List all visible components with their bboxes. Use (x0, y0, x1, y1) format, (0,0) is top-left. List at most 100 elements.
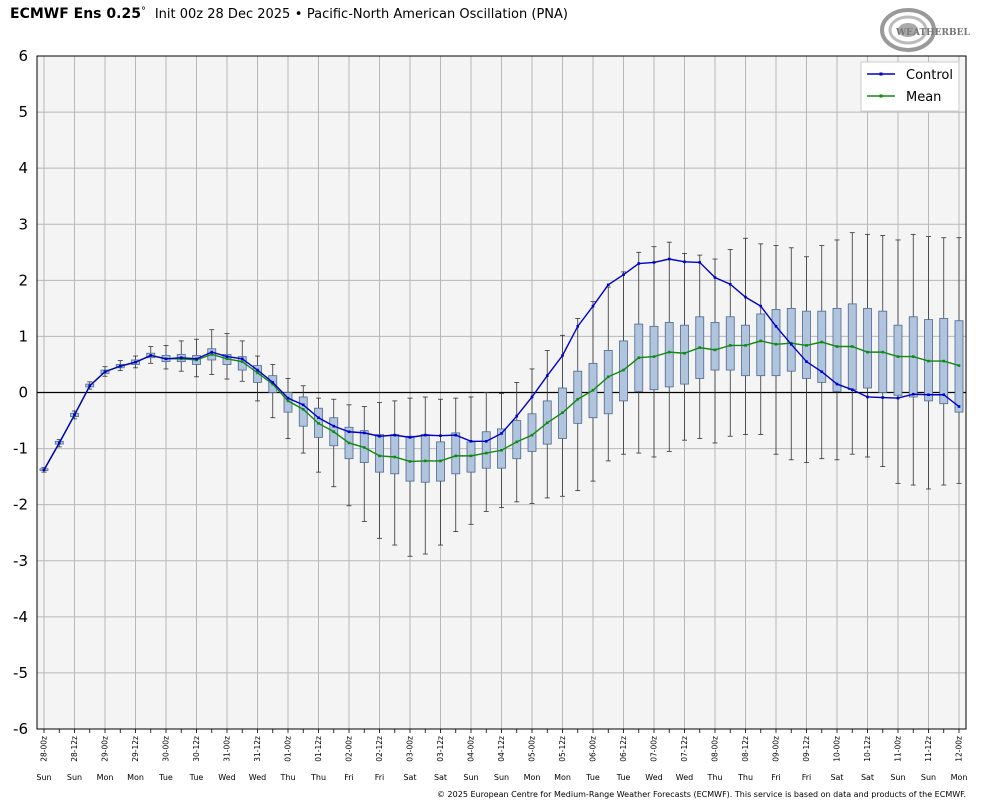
legend-label: Control (906, 68, 953, 83)
mean-point (713, 348, 717, 352)
legend-marker (879, 72, 883, 76)
x-tick-label: 05-00z (528, 736, 537, 762)
y-tick-label: 2 (18, 271, 28, 289)
control-point (256, 368, 259, 372)
y-tick-label: -4 (13, 608, 28, 626)
index-name: Pacific-North American Oscillation (PNA) (306, 7, 568, 22)
control-point (591, 304, 595, 308)
control-point (728, 282, 732, 286)
x-tick-label: 10-12z (863, 736, 872, 762)
x-day-label: Fri (771, 773, 781, 782)
legend-label: Mean (906, 90, 941, 105)
iqr-box (512, 420, 522, 460)
y-tick-label: 0 (18, 384, 28, 402)
mean-point (271, 382, 275, 386)
iqr-box (771, 309, 781, 377)
control-point (561, 354, 564, 357)
x-tick-label: 11-12z (924, 736, 933, 762)
iqr-box (375, 434, 384, 473)
x-day-label: Sun (494, 773, 509, 782)
control-point (606, 283, 610, 287)
mean-point (378, 454, 381, 458)
control-point (515, 414, 519, 418)
control-point (301, 403, 305, 407)
x-tick-label: 02-00z (345, 736, 354, 762)
control-point (789, 342, 793, 346)
x-day-label: Sun (890, 773, 905, 782)
control-point (195, 357, 198, 361)
box-plot (756, 243, 766, 435)
control-point (103, 370, 107, 374)
control-point (57, 441, 61, 445)
control-point (622, 273, 625, 277)
iqr-box (298, 396, 308, 427)
control-point (667, 257, 671, 261)
x-day-label: Sun (463, 773, 478, 782)
mean-point (530, 433, 534, 437)
control-point (683, 260, 686, 264)
iqr-box (649, 325, 659, 391)
x-tick-label: 09-00z (772, 736, 781, 762)
iqr-box (786, 307, 796, 372)
iqr-box (893, 324, 903, 396)
control-point (423, 433, 427, 437)
mean-point (896, 355, 900, 358)
control-point (317, 416, 320, 420)
x-day-label: Sat (403, 773, 416, 782)
control-point (774, 325, 778, 328)
y-tick-label: 3 (18, 215, 28, 233)
y-tick-label: 4 (18, 159, 28, 177)
box-plot (893, 239, 903, 484)
x-day-label: Thu (737, 773, 753, 782)
control-point (942, 393, 946, 397)
mean-point (683, 351, 686, 355)
box-plot (664, 241, 674, 452)
mean-point (957, 364, 961, 367)
box-plot (771, 245, 781, 455)
x-day-label: Tue (616, 773, 631, 782)
control-point (530, 395, 534, 399)
control-point (835, 382, 839, 386)
mean-point (225, 357, 229, 361)
control-point (73, 413, 76, 417)
x-tick-label: 11-00z (894, 736, 903, 762)
control-point (896, 396, 900, 400)
box-plot (573, 318, 583, 492)
mean-point (256, 371, 259, 375)
control-point (408, 436, 412, 439)
box-plot (283, 378, 293, 439)
x-day-label: Fri (802, 773, 812, 782)
x-tick-label: 28-12z (70, 736, 79, 762)
legend-box (860, 61, 960, 112)
iqr-box (741, 324, 750, 377)
y-tick-label: -6 (13, 720, 28, 738)
x-tick-label: 30-12z (192, 736, 201, 762)
weatherbell-swirl-logo: WEATHERBELL (880, 8, 970, 52)
mean-point (362, 446, 366, 449)
control-point (484, 439, 488, 443)
model-name: ECMWF Ens 0.25 (10, 6, 141, 22)
iqr-box (481, 431, 491, 469)
x-tick-label: 08-00z (711, 736, 720, 762)
y-tick-label: 1 (18, 327, 28, 345)
control-point (439, 434, 442, 437)
box-plot (832, 239, 842, 461)
control-point (362, 431, 366, 435)
y-tick-label: 6 (18, 47, 28, 65)
mean-point (301, 408, 305, 411)
x-day-label: Mon (97, 773, 114, 782)
mean-point (454, 454, 458, 458)
iqr-box (664, 321, 674, 388)
x-day-label: Sun (921, 773, 936, 782)
x-day-label: Fri (375, 773, 385, 782)
mean-point (286, 399, 290, 403)
box-plot (298, 385, 308, 454)
y-tick-label: 5 (18, 103, 28, 121)
logo-text: WEATHERBELL (895, 28, 970, 38)
control-point (850, 388, 854, 391)
mean-point (210, 353, 214, 356)
x-day-label: Thu (706, 773, 722, 782)
mean-point (911, 355, 915, 358)
mean-point (423, 459, 427, 463)
box-plot (741, 237, 750, 435)
